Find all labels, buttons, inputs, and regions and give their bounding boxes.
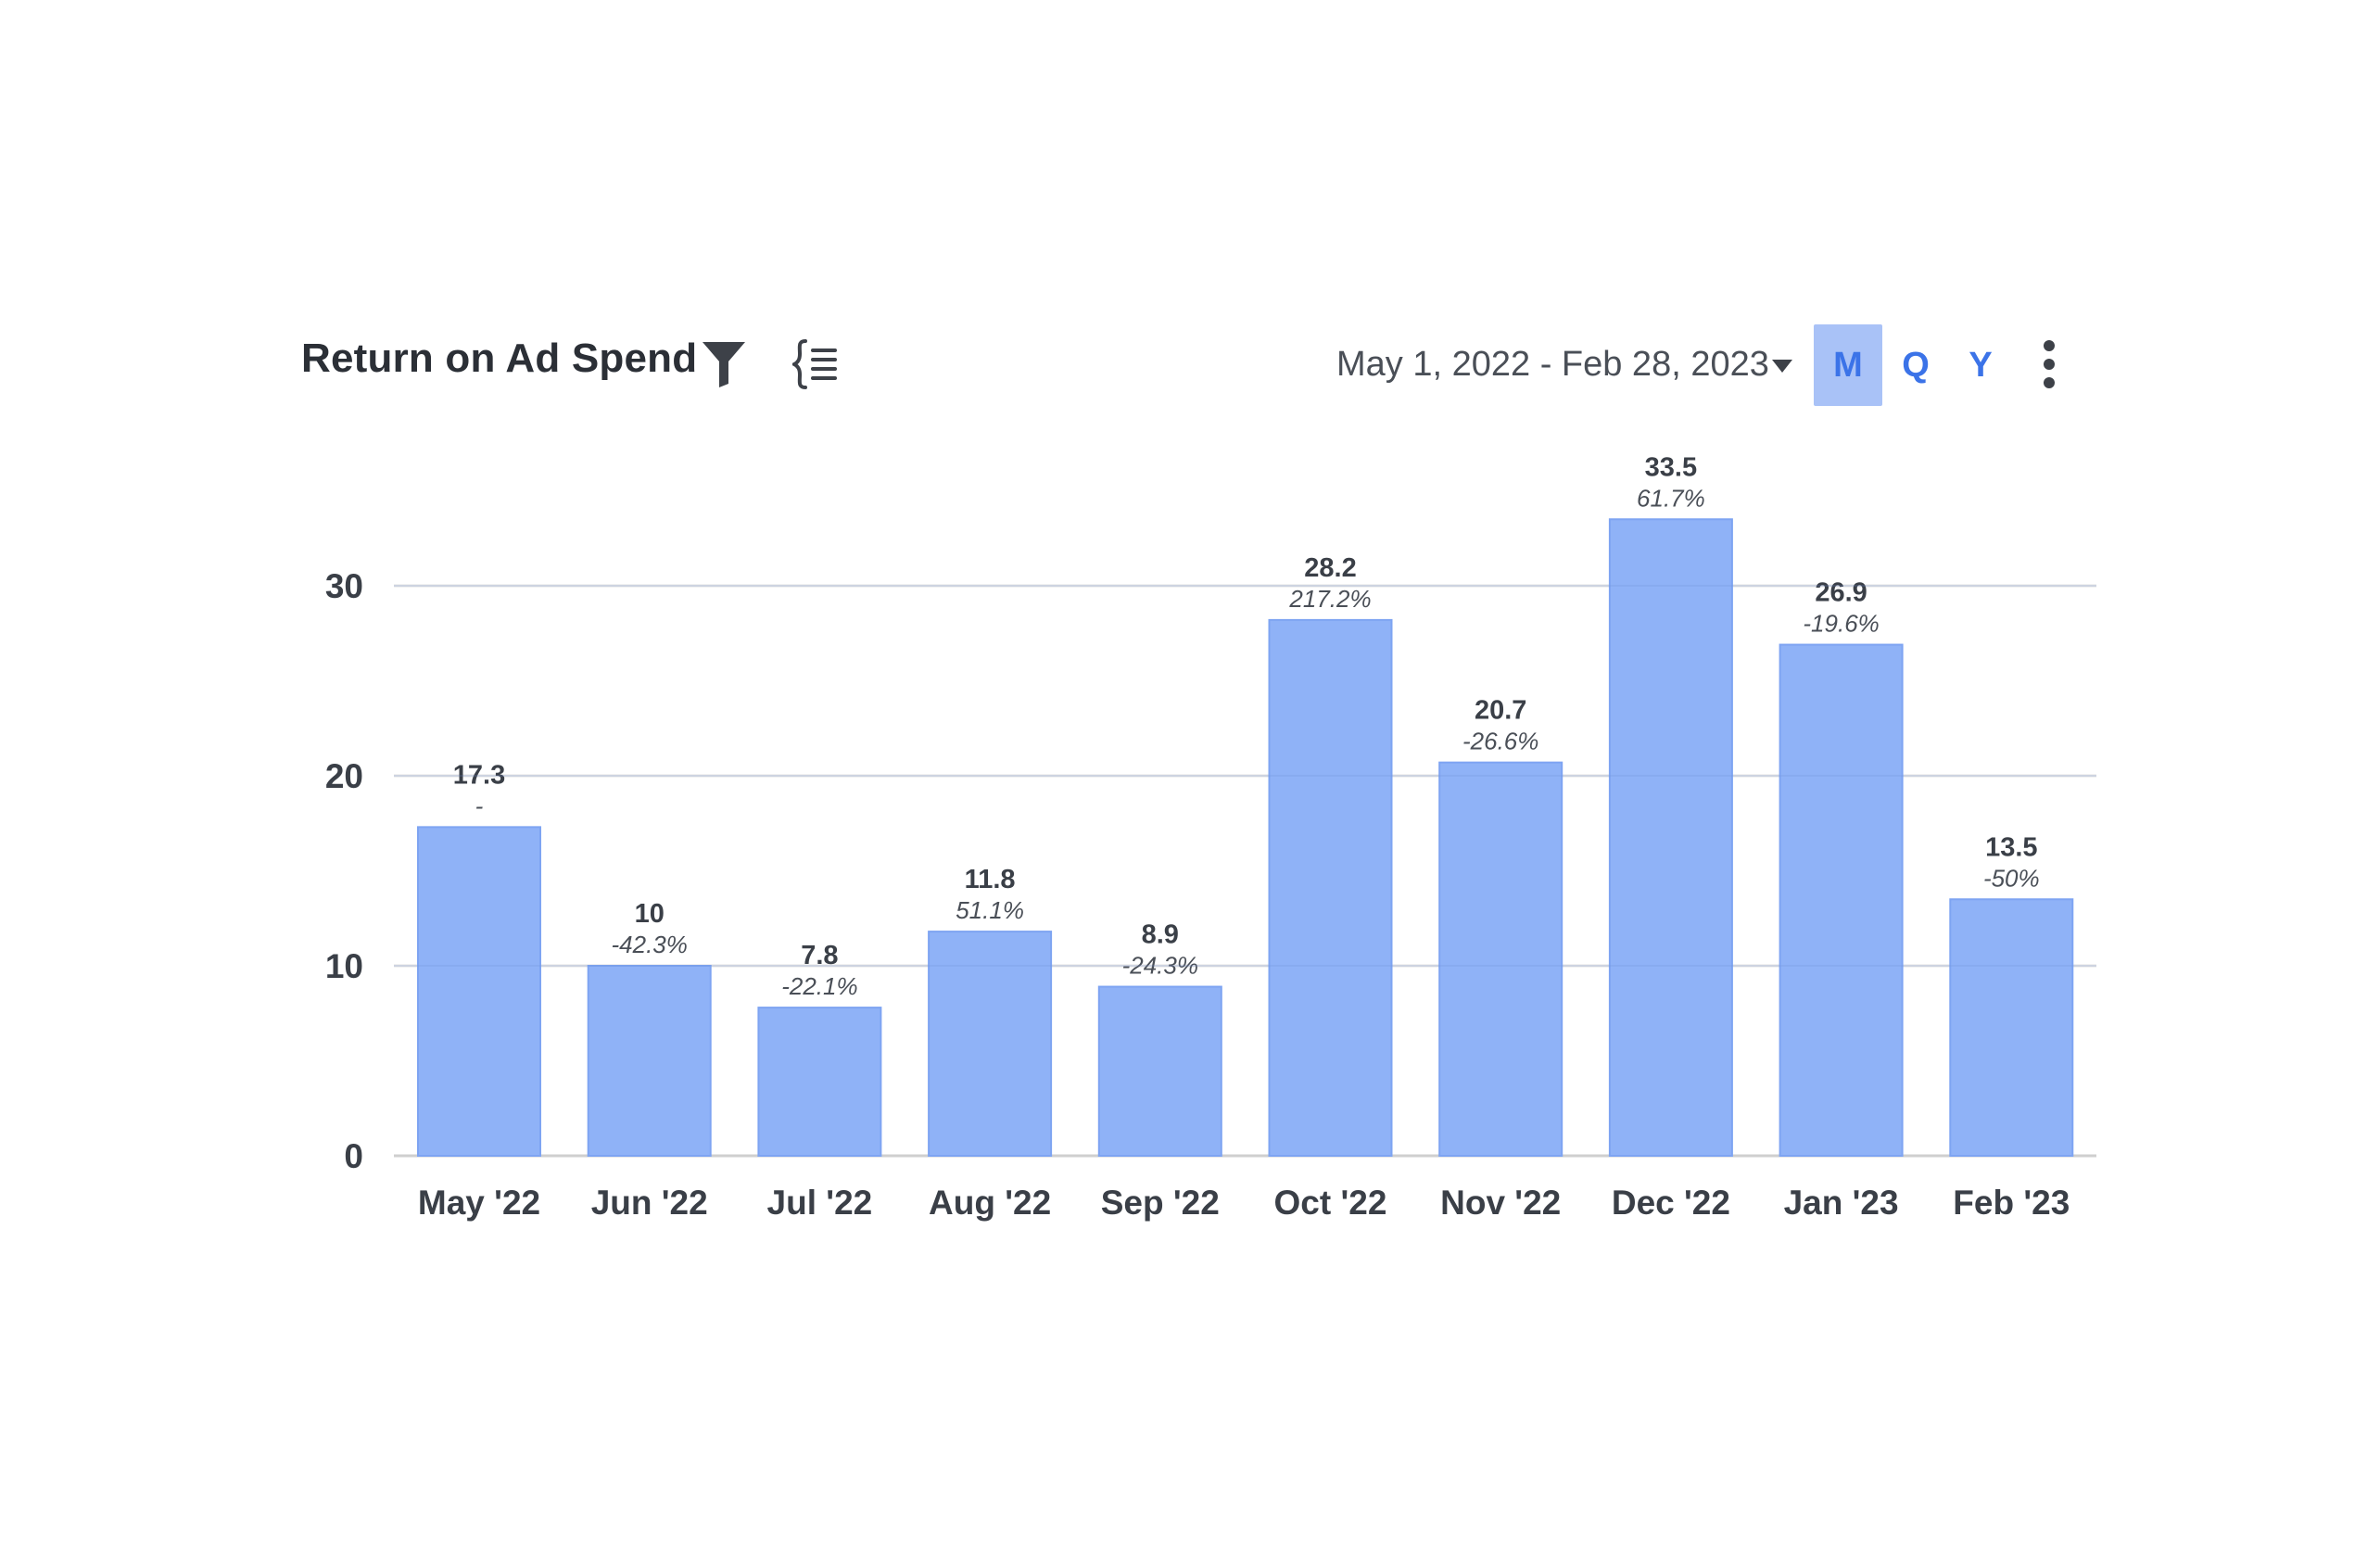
bar-change-label: 51.1%	[956, 896, 1024, 924]
x-tick-label: Sep '22	[1101, 1184, 1220, 1222]
y-tick-label: 0	[344, 1137, 363, 1175]
more-vertical-icon[interactable]	[2035, 336, 2063, 393]
bar-change-label: -42.3%	[612, 931, 688, 958]
bar-value-label: 33.5	[1645, 452, 1697, 482]
bar-value-label: 8.9	[1142, 920, 1179, 950]
caret-down-icon[interactable]	[1770, 357, 1794, 375]
bar-change-label: -24.3%	[1122, 952, 1198, 980]
bar-value-label: 11.8	[965, 865, 1016, 894]
bar-value-label: 20.7	[1475, 696, 1526, 726]
bar-value-label: 7.8	[801, 941, 838, 970]
period-quarter-button[interactable]: Q	[1902, 345, 1930, 385]
bar-value-label: 10	[635, 899, 665, 929]
x-tick-label: Feb '23	[1953, 1184, 2070, 1222]
bar-change-label: -50%	[1983, 864, 2040, 892]
bar[interactable]	[417, 826, 541, 1157]
bar-change-label: -	[475, 792, 484, 819]
x-tick-label: Nov '22	[1440, 1184, 1561, 1222]
period-month-button[interactable]: M	[1814, 324, 1882, 406]
bar-change-label: -26.6%	[1462, 728, 1538, 755]
bar[interactable]	[1268, 618, 1393, 1157]
y-tick-label: 30	[325, 567, 363, 605]
x-tick-label: Aug '22	[929, 1184, 1051, 1222]
bar-value-label: 26.9	[1815, 578, 1867, 608]
x-tick-label: Jan '23	[1784, 1184, 1899, 1222]
bar[interactable]	[1097, 985, 1222, 1158]
bar[interactable]	[1438, 761, 1563, 1158]
x-tick-label: Jun '22	[591, 1184, 708, 1222]
y-tick-label: 20	[325, 757, 363, 795]
bar-change-label: -22.1%	[781, 972, 857, 1000]
bar-change-label: 217.2%	[1288, 585, 1371, 613]
list-icon[interactable]	[792, 337, 841, 391]
x-tick-label: May '22	[418, 1184, 540, 1222]
x-tick-label: Oct '22	[1274, 1184, 1387, 1222]
y-tick-label: 10	[325, 947, 363, 985]
bar-change-label: -19.6%	[1803, 610, 1879, 638]
bar[interactable]	[587, 965, 712, 1157]
chart-title: Return on Ad Spend	[301, 336, 698, 381]
bar-change-label: 61.7%	[1637, 484, 1705, 512]
bar[interactable]	[928, 931, 1053, 1157]
filter-icon[interactable]	[701, 339, 747, 389]
bar[interactable]	[1779, 643, 1904, 1157]
bar-value-label: 17.3	[453, 760, 505, 790]
bar-value-label: 13.5	[1985, 832, 2037, 862]
bar[interactable]	[1949, 898, 2074, 1157]
bar-value-label: 28.2	[1304, 553, 1356, 583]
x-tick-label: Jul '22	[767, 1184, 873, 1222]
date-range-selector[interactable]: May 1, 2022 - Feb 28, 2023	[1336, 345, 1769, 384]
x-tick-label: Dec '22	[1612, 1184, 1730, 1222]
bar[interactable]	[1608, 518, 1733, 1157]
period-year-button[interactable]: Y	[1969, 345, 1993, 385]
bar[interactable]	[757, 1007, 882, 1157]
